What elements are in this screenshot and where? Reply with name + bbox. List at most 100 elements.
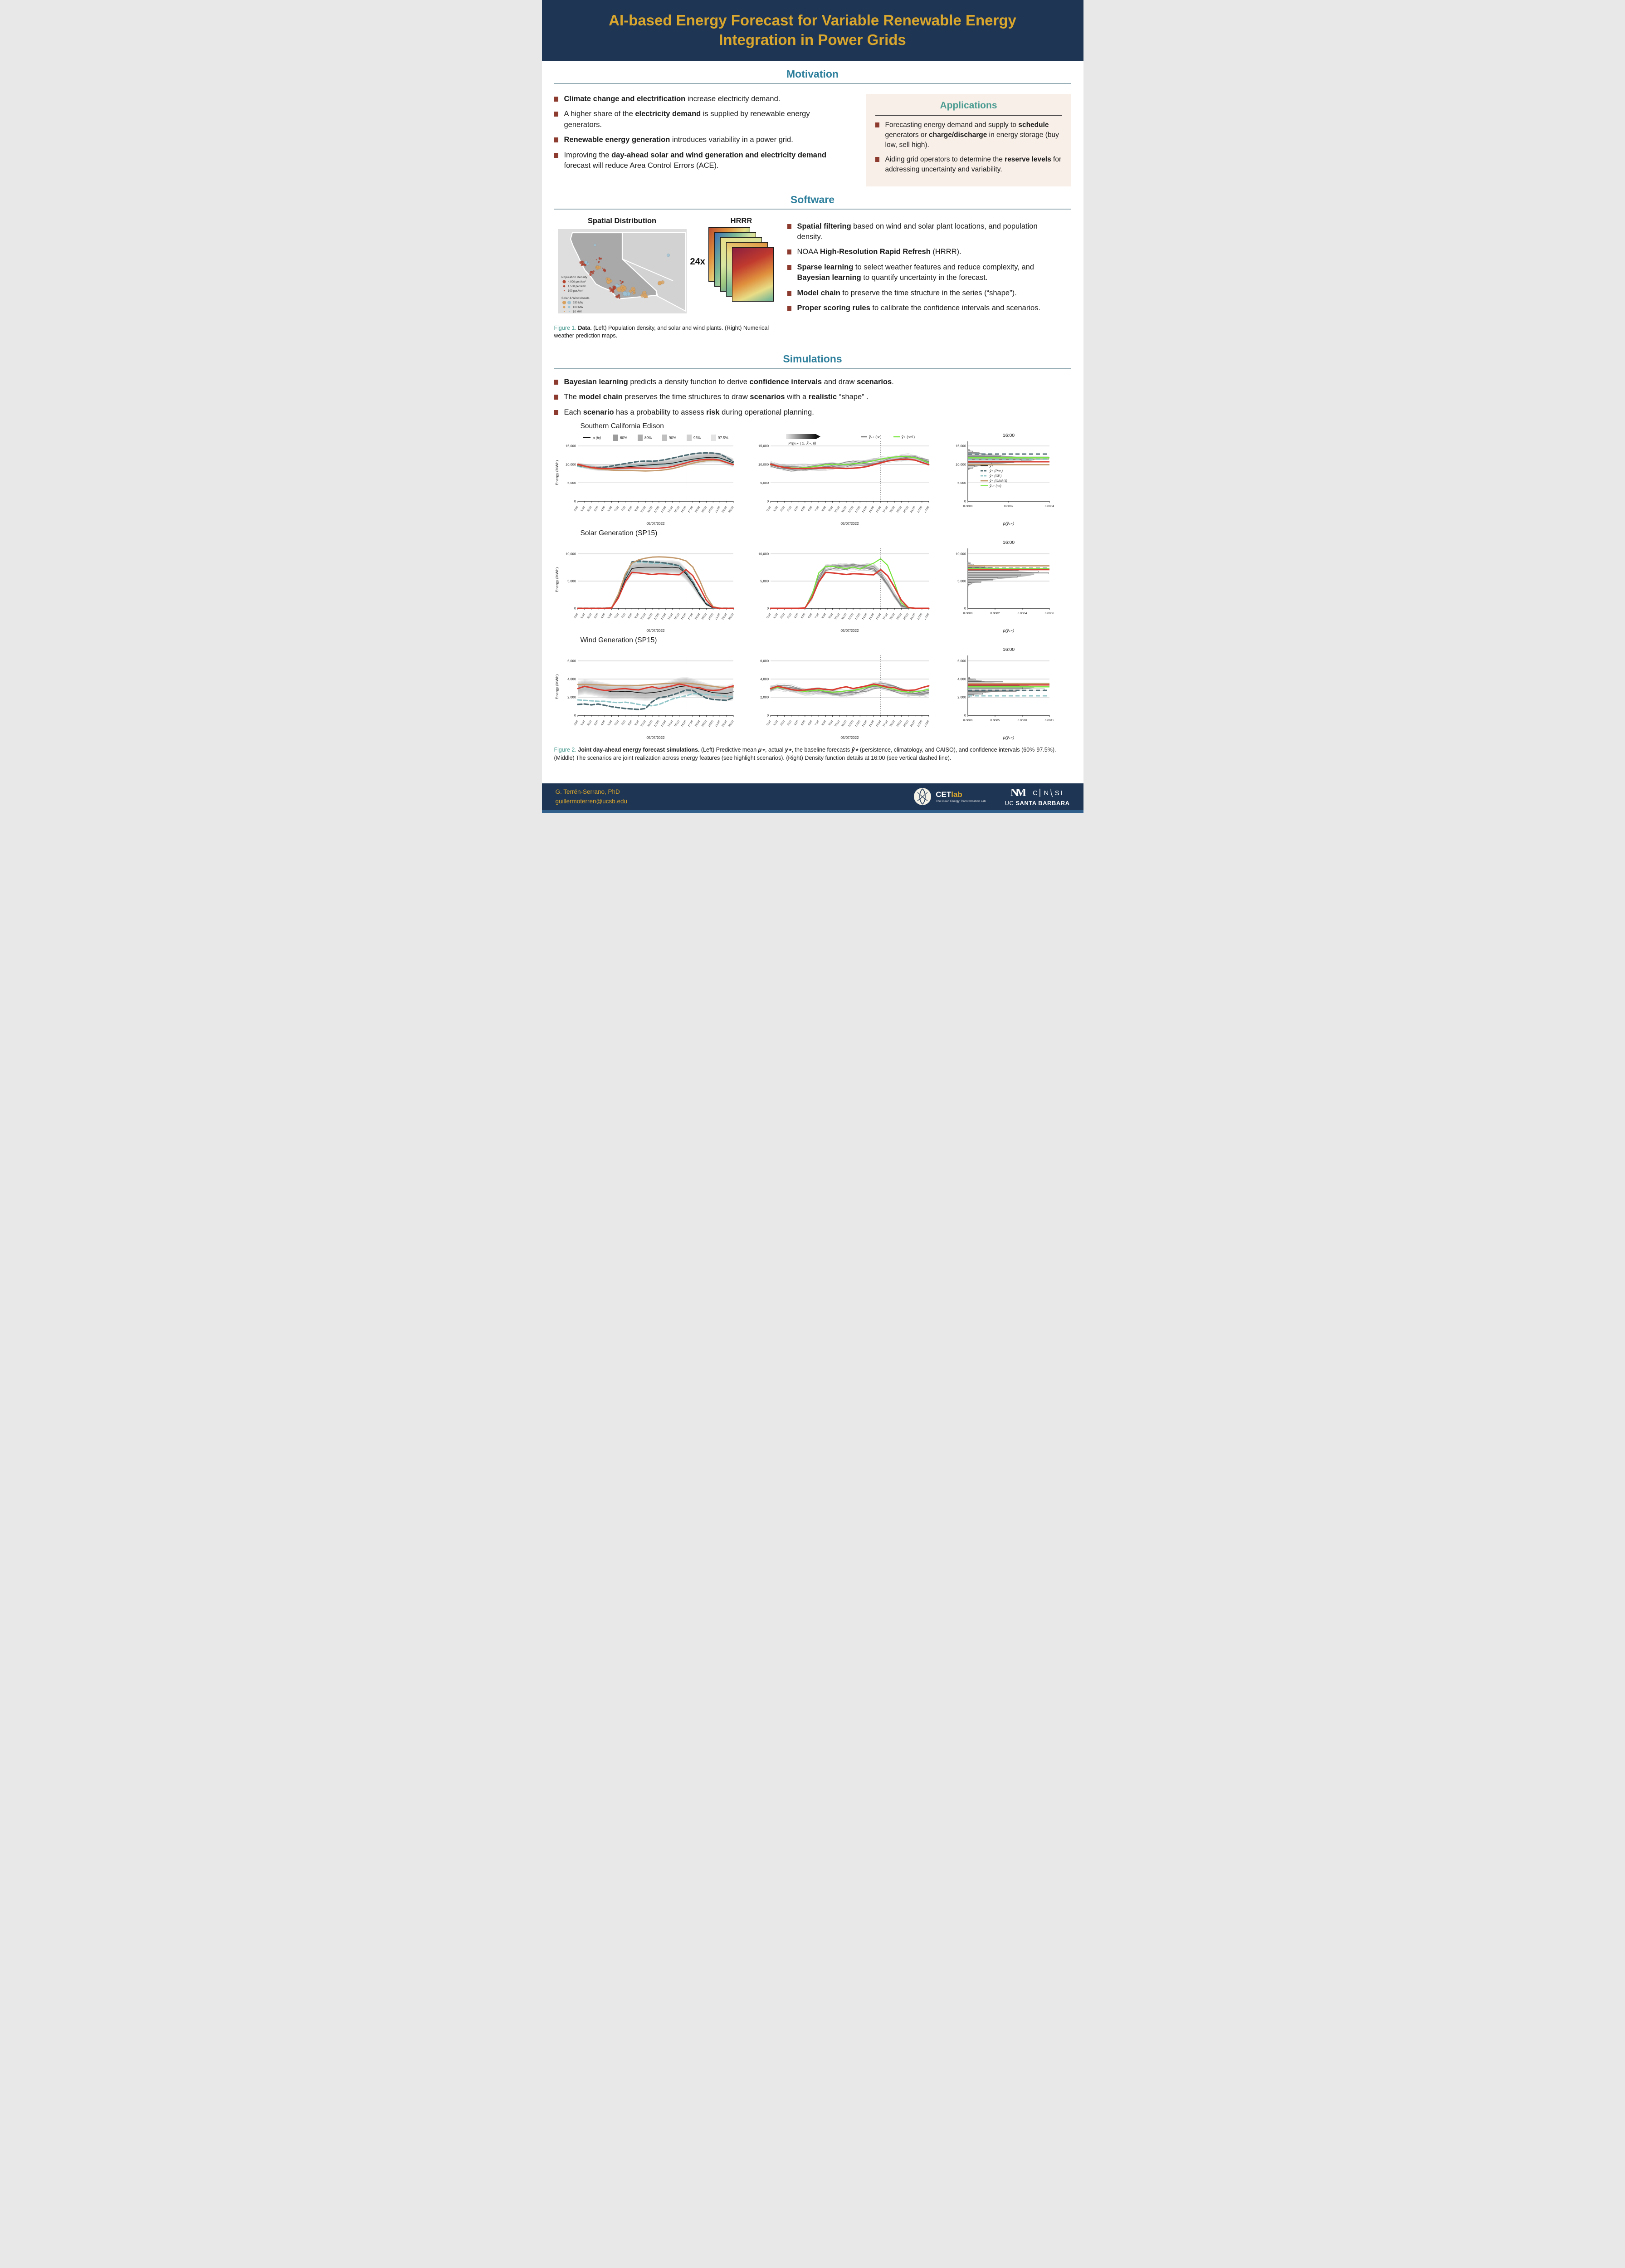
svg-text:0:00: 0:00 [766, 506, 771, 512]
text-segment: with a [785, 393, 809, 401]
svg-text:2:00: 2:00 [586, 720, 592, 726]
svg-text:18:00: 18:00 [889, 720, 896, 728]
svg-text:95%: 95% [693, 436, 701, 440]
text-segment: The [564, 393, 579, 401]
svg-text:23:00: 23:00 [923, 506, 930, 513]
svg-text:3:00: 3:00 [593, 613, 599, 619]
text-segment: and draw [822, 378, 857, 386]
bullet-square-icon [554, 112, 558, 117]
text-segment: Model chain [797, 288, 840, 297]
svg-text:13:00: 13:00 [854, 720, 861, 728]
svg-text:9:00: 9:00 [828, 506, 834, 512]
svg-text:7:00: 7:00 [814, 506, 820, 512]
svg-text:19:00: 19:00 [896, 720, 903, 728]
svg-text:4,000: 4,000 [957, 677, 966, 681]
text-segment: introduces variability in a power grid. [670, 136, 793, 144]
svg-text:4:00: 4:00 [793, 506, 799, 512]
svg-text:12:00: 12:00 [848, 613, 854, 621]
applications-title: Applications [940, 100, 997, 111]
svg-text:0: 0 [766, 606, 768, 611]
bullet-square-icon [554, 97, 558, 102]
svg-text:10:00: 10:00 [640, 720, 647, 728]
author-name: G. Terrén-Serrano, PhD [555, 788, 620, 795]
svg-text:21:00: 21:00 [714, 506, 721, 513]
figure1-row: Spatial Distribution Population Density 4… [554, 217, 775, 318]
svg-text:15:00: 15:00 [673, 613, 680, 621]
sce-scenarios-chart: 0 5,000 10,000 15,000 0:00 1:00 2:00 3:00 4:00 5:… [758, 434, 930, 526]
bullet-square-icon [787, 306, 791, 311]
text-segment: charge/discharge [929, 131, 987, 139]
svg-text:5,000: 5,000 [760, 579, 769, 583]
svg-text:3:00: 3:00 [593, 506, 599, 512]
svg-text:5:00: 5:00 [800, 613, 806, 619]
footer-contact: G. Terrén-Serrano, PhD guillermoterren@u… [556, 787, 628, 807]
svg-text:15:00: 15:00 [868, 506, 875, 513]
svg-text:1,500 per./km²: 1,500 per./km² [568, 285, 586, 288]
text-segment: day-ahead solar and wind generation and … [611, 151, 827, 159]
svg-text:14:00: 14:00 [667, 506, 673, 513]
text-segment: Forecasting energy demand and supply to [885, 121, 1019, 129]
text-segment: Aiding grid operators to determine the [885, 155, 1005, 163]
header: AI-based Energy Forecast for Variable Re… [542, 0, 1083, 61]
wind-scenarios-chart: 0 2,000 4,000 6,000 0:00 1:00 2:00 3:00 4:00 5:00… [760, 655, 930, 740]
svg-text:0:00: 0:00 [766, 613, 771, 619]
svg-text:5:00: 5:00 [800, 506, 806, 512]
svg-text:17:00: 17:00 [882, 506, 888, 513]
text-segment: Spatial filtering [797, 222, 851, 230]
svg-text:2,000: 2,000 [957, 695, 966, 699]
chart-row1-title: Southern California Edison [580, 422, 664, 430]
svg-text:0:00: 0:00 [573, 720, 579, 726]
text-segment: Each [564, 408, 583, 416]
bullet-text: A higher share of the electricity demand… [564, 109, 838, 130]
svg-text:1:00: 1:00 [580, 720, 586, 726]
svg-text:20:00: 20:00 [903, 720, 909, 728]
text-segment: Figure 2. [554, 747, 578, 753]
svg-text:5,000: 5,000 [957, 579, 966, 583]
text-segment: generators or [885, 131, 929, 139]
text-segment: is supplied by renewable energy generato… [564, 110, 810, 129]
svg-text:05/07/2022: 05/07/2022 [646, 736, 665, 740]
svg-text:22:00: 22:00 [721, 613, 728, 621]
unm-logo: NM [1010, 787, 1026, 799]
svg-text:13:00: 13:00 [854, 613, 861, 621]
chart-row1: 0 5,000 10,000 15,000 0:00 1:00 2:00 3:00 4:00 5:… [554, 430, 1071, 527]
simulations-bullet-list: Bayesian learning predicts a density fun… [554, 377, 1071, 418]
svg-text:0.0015: 0.0015 [1044, 719, 1054, 722]
svg-text:0.0004: 0.0004 [1017, 612, 1027, 615]
chart-row2: 0 5,000 10,000 0:00 1:00 2:00 3:00 4:00 5:00 6:00… [554, 538, 1071, 634]
svg-text:15:00: 15:00 [868, 720, 875, 728]
svg-text:5,000: 5,000 [957, 481, 966, 485]
svg-text:05/07/2022: 05/07/2022 [840, 522, 859, 526]
svg-text:19:00: 19:00 [896, 613, 903, 621]
svg-text:8:00: 8:00 [821, 720, 827, 726]
svg-text:7:00: 7:00 [620, 613, 626, 619]
svg-text:15:00: 15:00 [868, 613, 875, 621]
svg-text:23:00: 23:00 [728, 613, 735, 621]
svg-text:11:00: 11:00 [647, 720, 654, 728]
text-segment: , the baseline forecasts [791, 747, 852, 753]
text-segment: reserve levels [1005, 155, 1051, 163]
svg-text:8:00: 8:00 [821, 613, 827, 619]
svg-text:15,000: 15,000 [566, 444, 576, 448]
svg-text:18:00: 18:00 [694, 506, 701, 513]
bullet-item: NOAA High-Resolution Rapid Refresh (HRRR… [787, 247, 1059, 257]
poster-title-line1: AI-based Energy Forecast for Variable Re… [609, 12, 1016, 29]
ucsb-name: SANTA BARBARA [1015, 799, 1070, 807]
svg-text:Pr(ỹₛ⋆ | D, X̂⋆, θ̂): Pr(ỹₛ⋆ | D, X̂⋆, θ̂) [788, 441, 816, 445]
bullet-item: Bayesian learning predicts a density fun… [554, 377, 1071, 387]
svg-text:16:00: 16:00 [1002, 540, 1014, 545]
svg-text:0.0010: 0.0010 [1017, 719, 1027, 722]
author-email[interactable]: guillermoterren@ucsb.edu [555, 798, 628, 805]
text-segment: . [892, 378, 894, 386]
svg-text:Energy (MWh): Energy (MWh) [555, 567, 559, 592]
svg-text:4,000 per./km²: 4,000 per./km² [568, 280, 586, 284]
bullet-square-icon [554, 152, 558, 158]
svg-text:17:00: 17:00 [687, 506, 694, 513]
svg-text:9:00: 9:00 [634, 613, 640, 619]
svg-text:17:00: 17:00 [687, 613, 694, 621]
svg-text:20:00: 20:00 [903, 613, 909, 621]
svg-text:12:00: 12:00 [653, 506, 660, 513]
bullet-text: Climate change and electrification incre… [564, 94, 781, 104]
footer-accent-strip [542, 810, 1083, 813]
bullet-square-icon [787, 264, 791, 270]
